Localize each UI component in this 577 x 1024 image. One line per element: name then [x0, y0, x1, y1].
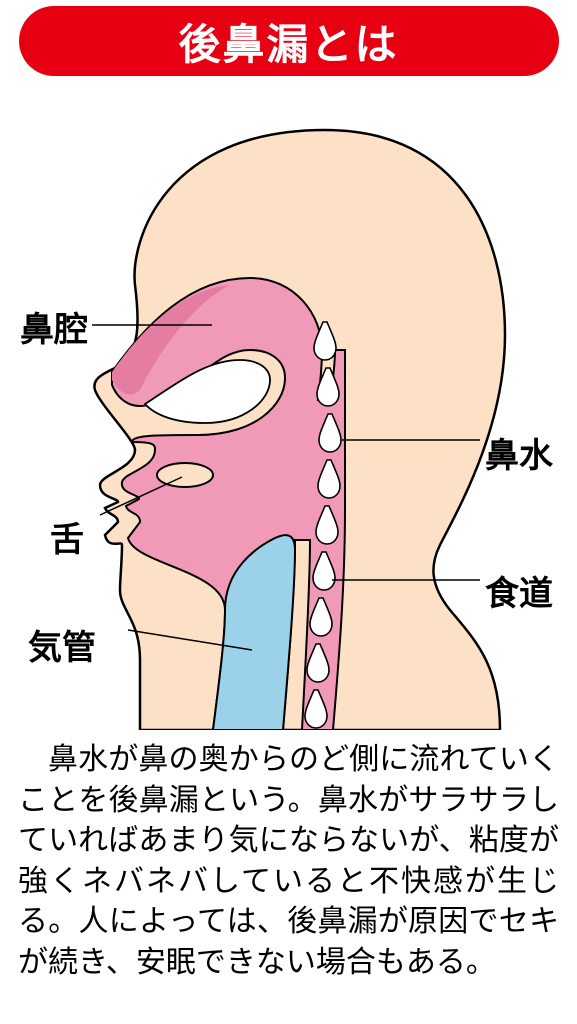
anatomy-diagram: 鼻腔 舌 気管 鼻水 食道 [0, 90, 577, 730]
description-text: 鼻水が鼻の奥からのど側に流れていくことを後鼻漏という。鼻水がサラサラしていればあ… [18, 740, 559, 983]
label-tongue: 舌 [50, 512, 84, 561]
label-trachea: 気管 [28, 620, 96, 669]
tongue-inner [157, 463, 213, 487]
label-mucus: 鼻水 [485, 428, 553, 477]
label-nasal-cavity: 鼻腔 [20, 302, 88, 351]
label-esophagus: 食道 [485, 566, 553, 615]
title-banner: 後鼻漏とは [19, 6, 559, 76]
